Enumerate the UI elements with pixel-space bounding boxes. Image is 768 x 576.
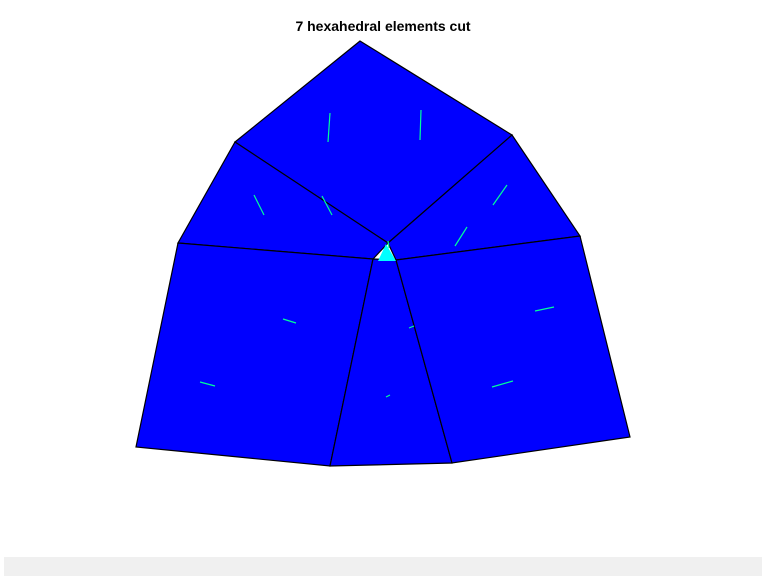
element-lower-right	[395, 235, 631, 464]
vector-glyph	[419, 109, 422, 141]
plot-title: 7 hexahedral elements cut	[295, 18, 471, 34]
vector-glyph	[199, 381, 216, 387]
vector-glyph	[385, 394, 391, 398]
vector-glyph	[387, 240, 390, 249]
figure-bottom-bar	[4, 557, 762, 576]
vector-glyphs	[199, 109, 555, 398]
mesh-faces	[135, 40, 631, 467]
vector-glyph	[253, 194, 265, 216]
triangle-marker-icon	[378, 244, 396, 261]
vector-glyph	[408, 325, 415, 329]
vector-glyph	[454, 226, 468, 247]
vector-glyph	[327, 112, 331, 143]
vector-glyph	[492, 184, 508, 206]
vector-glyph	[282, 318, 297, 324]
vector-glyph	[534, 306, 555, 312]
vector-glyph	[321, 195, 333, 216]
vector-glyph	[491, 380, 514, 388]
